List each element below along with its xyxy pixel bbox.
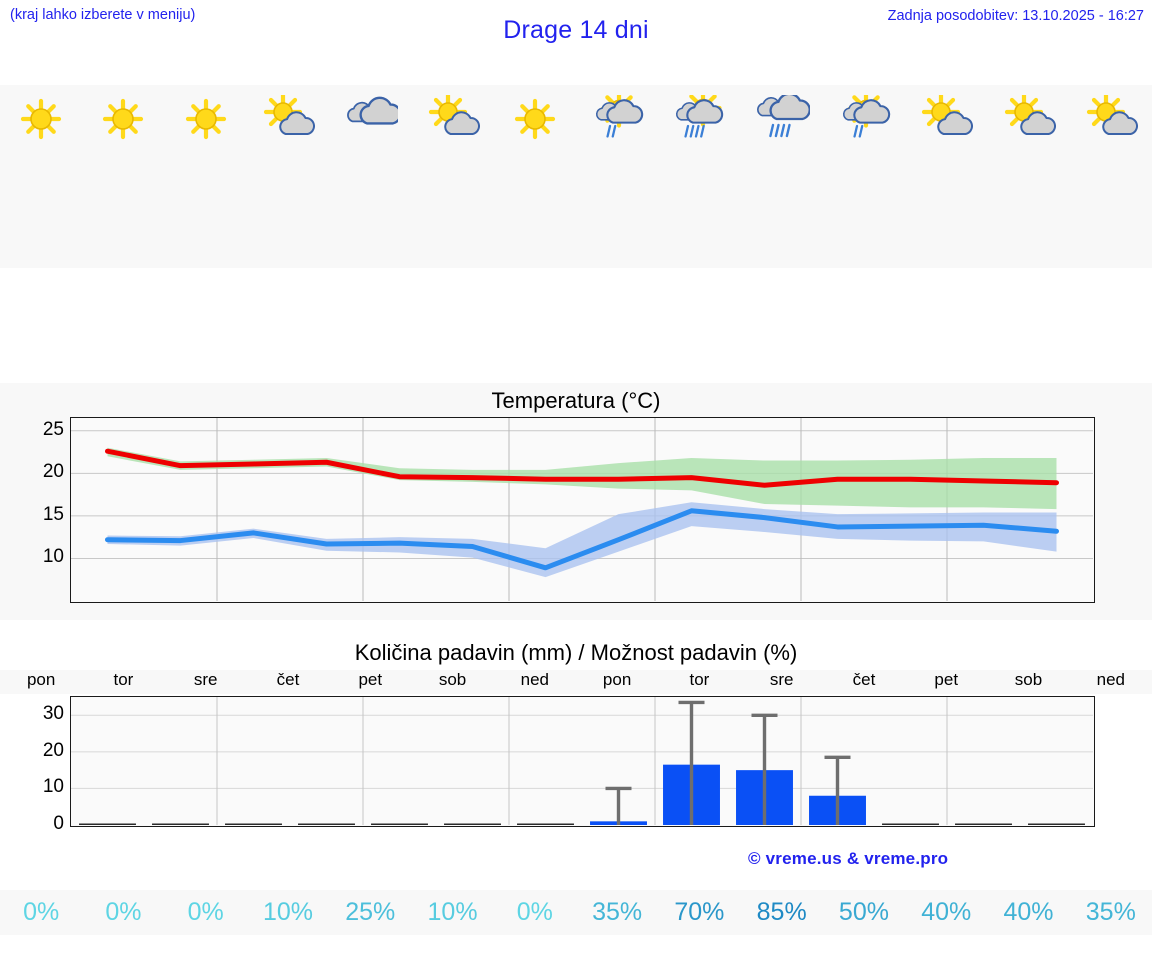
day-column [0, 85, 82, 268]
precipitation-day-label: pet [934, 670, 959, 689]
sun-cloud-icon [1001, 93, 1057, 147]
precipitation-day-label: pon [26, 670, 56, 689]
sun-cloud-icon [1083, 93, 1139, 147]
day-column [823, 85, 905, 268]
precipitation-day-label: tor [689, 670, 710, 689]
sunny-icon [13, 93, 69, 147]
sunny-icon [178, 93, 234, 147]
precipitation-bars-svg [71, 697, 1093, 825]
day-column [576, 85, 658, 268]
precipitation-chart-block: Količina padavin (mm) / Možnost padavin … [0, 640, 1152, 935]
precipitation-y-tick-label: 10 [42, 776, 64, 798]
day-column [1070, 85, 1152, 268]
precipitation-probability: 10% [262, 898, 313, 926]
temperature-y-tick-label: 15 [42, 503, 64, 525]
temperature-plot-area [70, 417, 1095, 603]
day-column [247, 85, 329, 268]
day-column [494, 85, 576, 268]
precipitation-y-tick-label: 0 [53, 813, 64, 834]
day-column [82, 85, 164, 268]
day-column [987, 85, 1069, 268]
precipitation-probability: 25% [345, 898, 396, 926]
watermark-text: © vreme.us & vreme.pro [748, 849, 949, 868]
precipitation-probability: 85% [756, 898, 807, 926]
precipitation-probability: 0% [105, 898, 142, 926]
precipitation-day-labels: pon tor sre čet pet sob ned pon tor sre čet pet sob n… [0, 670, 1152, 694]
precipitation-plot-area [70, 696, 1095, 827]
precipitation-day-label: sob [1014, 670, 1043, 689]
temperature-y-tick-label: 20 [42, 461, 64, 483]
precipitation-probability: 50% [838, 898, 889, 926]
sun-cloud-icon [260, 93, 316, 147]
page-title: Drage 14 dni [503, 16, 649, 44]
precipitation-day-label: sre [769, 670, 794, 689]
page-header: (kraj lahko izberete v meniju) Drage 14 … [0, 0, 1152, 62]
precipitation-day-label: čet [852, 670, 876, 689]
precipitation-day-label: sre [193, 670, 218, 689]
temperature-series-svg [71, 418, 1093, 601]
sun-cloud-rain-light-icon [836, 93, 892, 147]
temperature-y-tick-label: 25 [42, 418, 64, 440]
cloud-rain-icon [754, 93, 810, 147]
precipitation-day-label: čet [276, 670, 300, 689]
last-updated-text: Zadnja posodobitev: 13.10.2025 - 16:27 [887, 8, 1144, 24]
precipitation-day-label: ned [1096, 670, 1125, 689]
sunny-icon [95, 93, 151, 147]
sun-cloud-icon [425, 93, 481, 147]
day-column [411, 85, 493, 268]
temperature-y-tick-label: 10 [42, 546, 64, 568]
precipitation-probability: 0% [516, 898, 553, 926]
precipitation-probability: 40% [1003, 898, 1054, 926]
precipitation-y-axis: 0 10 20 30 [20, 696, 64, 834]
precipitation-day-label: sob [438, 670, 467, 689]
precipitation-probability-row: 0% 0% 0% 10% 25% 10% 0% 35% 70% 85% 50% 40% 40% 35% [0, 890, 1152, 935]
precipitation-probability: 40% [921, 898, 972, 926]
precipitation-day-label: pon [602, 670, 632, 689]
precipitation-probability: 35% [1085, 898, 1136, 926]
sunny-icon [507, 93, 563, 147]
cloudy-icon [342, 93, 399, 147]
precipitation-chart-title: Količina padavin (mm) / Možnost padavin … [0, 640, 1152, 670]
temperature-y-axis: 10 15 20 25 [20, 417, 64, 603]
temperature-chart-block: Temperatura (°C) 10 15 20 25 © vreme.us & v… [0, 383, 1152, 868]
location-hint: (kraj lahko izberete v meniju) [10, 7, 196, 23]
sun-cloud-icon [918, 93, 974, 147]
precipitation-day-label: ned [520, 670, 550, 689]
day-column [741, 85, 823, 268]
precipitation-y-tick-label: 30 [42, 703, 64, 725]
day-column [329, 85, 411, 268]
day-column [658, 85, 740, 268]
sun-cloud-rain-light-icon [589, 93, 645, 147]
precipitation-y-tick-label: 20 [42, 739, 64, 761]
sun-cloud-rain-icon [671, 93, 727, 147]
temperature-chart-title: Temperatura (°C) [491, 388, 661, 413]
forecast-day-strip [0, 85, 1152, 268]
precipitation-probability: 0% [187, 898, 224, 926]
precipitation-probability: 35% [592, 898, 643, 926]
precipitation-day-label: pet [358, 670, 383, 689]
day-column [905, 85, 987, 268]
precipitation-probability: 10% [427, 898, 478, 926]
precipitation-probability: 70% [674, 898, 725, 926]
day-column [165, 85, 247, 268]
precipitation-day-label: tor [113, 670, 134, 689]
precipitation-probability: 0% [23, 898, 60, 926]
